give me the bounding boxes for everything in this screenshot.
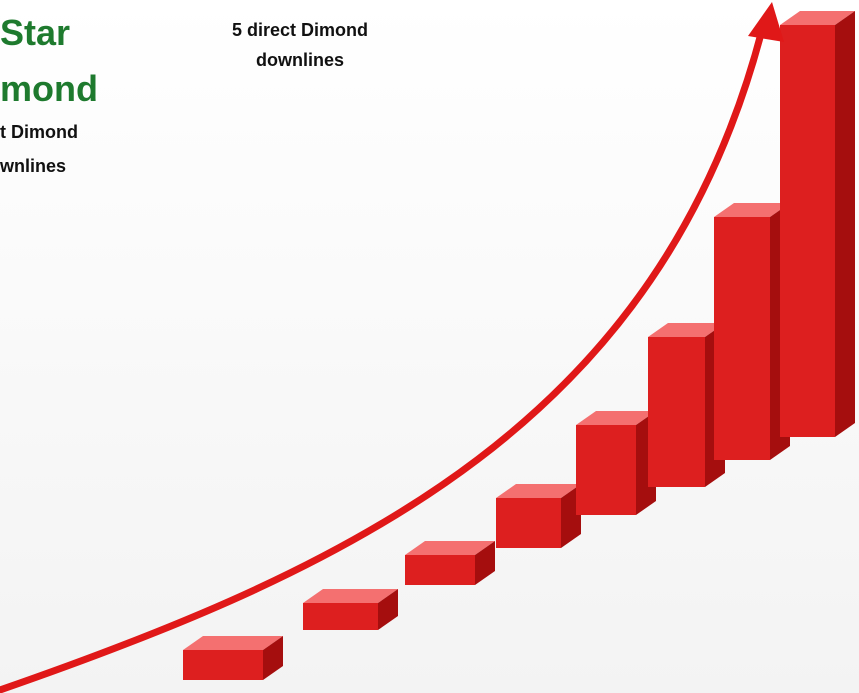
bar [405, 541, 495, 585]
bar [183, 636, 283, 680]
title-line: Star [0, 12, 71, 53]
title-line: mond [0, 68, 98, 109]
label-line: t Dimond [0, 122, 78, 142]
bar [780, 11, 855, 437]
bar [576, 411, 656, 515]
label-line: wnlines [0, 156, 67, 176]
bar [648, 323, 725, 487]
bar [303, 589, 398, 630]
label-line: downlines [255, 50, 344, 70]
arrow [0, 2, 784, 693]
bar [714, 203, 790, 460]
bar [496, 484, 581, 548]
label-line: 5 direct Dimond [231, 20, 369, 40]
